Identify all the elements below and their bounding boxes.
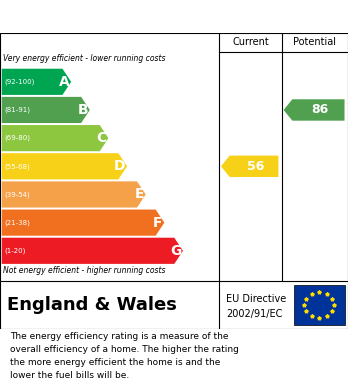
Text: B: B — [78, 103, 88, 117]
Text: A: A — [59, 75, 70, 89]
Text: The energy efficiency rating is a measure of the
overall efficiency of a home. T: The energy efficiency rating is a measur… — [10, 332, 239, 380]
Polygon shape — [2, 181, 146, 208]
Polygon shape — [2, 210, 164, 236]
Text: (69-80): (69-80) — [4, 135, 30, 142]
Text: (1-20): (1-20) — [4, 248, 25, 254]
Text: Very energy efficient - lower running costs: Very energy efficient - lower running co… — [3, 54, 166, 63]
Polygon shape — [2, 97, 90, 123]
Text: (39-54): (39-54) — [4, 191, 30, 198]
Polygon shape — [2, 153, 127, 179]
Text: Not energy efficient - higher running costs: Not energy efficient - higher running co… — [3, 266, 166, 275]
Polygon shape — [2, 238, 183, 264]
Text: (55-68): (55-68) — [4, 163, 30, 170]
Text: 56: 56 — [247, 160, 264, 173]
Polygon shape — [2, 125, 109, 151]
Text: 2002/91/EC: 2002/91/EC — [226, 308, 283, 319]
Text: C: C — [96, 131, 107, 145]
Text: F: F — [153, 215, 163, 230]
Text: England & Wales: England & Wales — [7, 296, 177, 314]
Text: (21-38): (21-38) — [4, 219, 30, 226]
Text: 86: 86 — [311, 104, 329, 117]
Polygon shape — [2, 69, 71, 95]
Text: Potential: Potential — [293, 37, 337, 47]
Text: EU Directive: EU Directive — [226, 294, 286, 304]
Polygon shape — [284, 99, 345, 121]
Text: E: E — [134, 187, 144, 201]
Text: G: G — [170, 244, 181, 258]
Text: Energy Efficiency Rating: Energy Efficiency Rating — [7, 9, 217, 24]
Bar — [294, 285, 345, 325]
Text: Current: Current — [232, 37, 269, 47]
Text: (81-91): (81-91) — [4, 107, 30, 113]
Text: D: D — [114, 159, 125, 173]
Polygon shape — [221, 156, 278, 177]
Text: (92-100): (92-100) — [4, 79, 34, 85]
